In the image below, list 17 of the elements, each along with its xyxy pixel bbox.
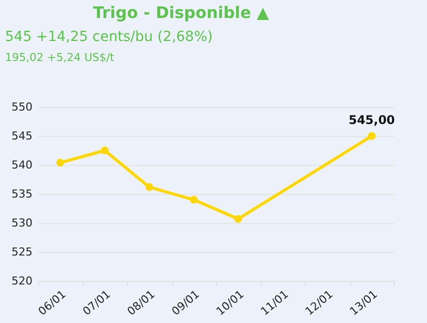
chart-title: Trigo - Disponible ▲ — [92, 3, 270, 22]
y-tick-label: 530 — [12, 216, 32, 230]
y-tick-label: 520 — [12, 274, 32, 288]
point — [190, 196, 198, 204]
y-tick-label: 535 — [12, 188, 32, 200]
y-tick-label: 550 — [12, 100, 32, 114]
y-tick-label: 525 — [12, 246, 32, 258]
text: 195,02 +5,24 US$/t — [5, 51, 115, 64]
y-tick-label: 545 — [12, 130, 32, 142]
point — [100, 146, 109, 154]
data-label: 545,00 — [348, 113, 395, 127]
point — [56, 158, 64, 167]
point — [145, 183, 154, 191]
y-tick-label: 540 — [12, 158, 32, 172]
point — [368, 132, 376, 140]
point — [234, 215, 242, 223]
chart-subtitle: 545 +14,25 cents/bu (2,68%) — [5, 29, 213, 45]
